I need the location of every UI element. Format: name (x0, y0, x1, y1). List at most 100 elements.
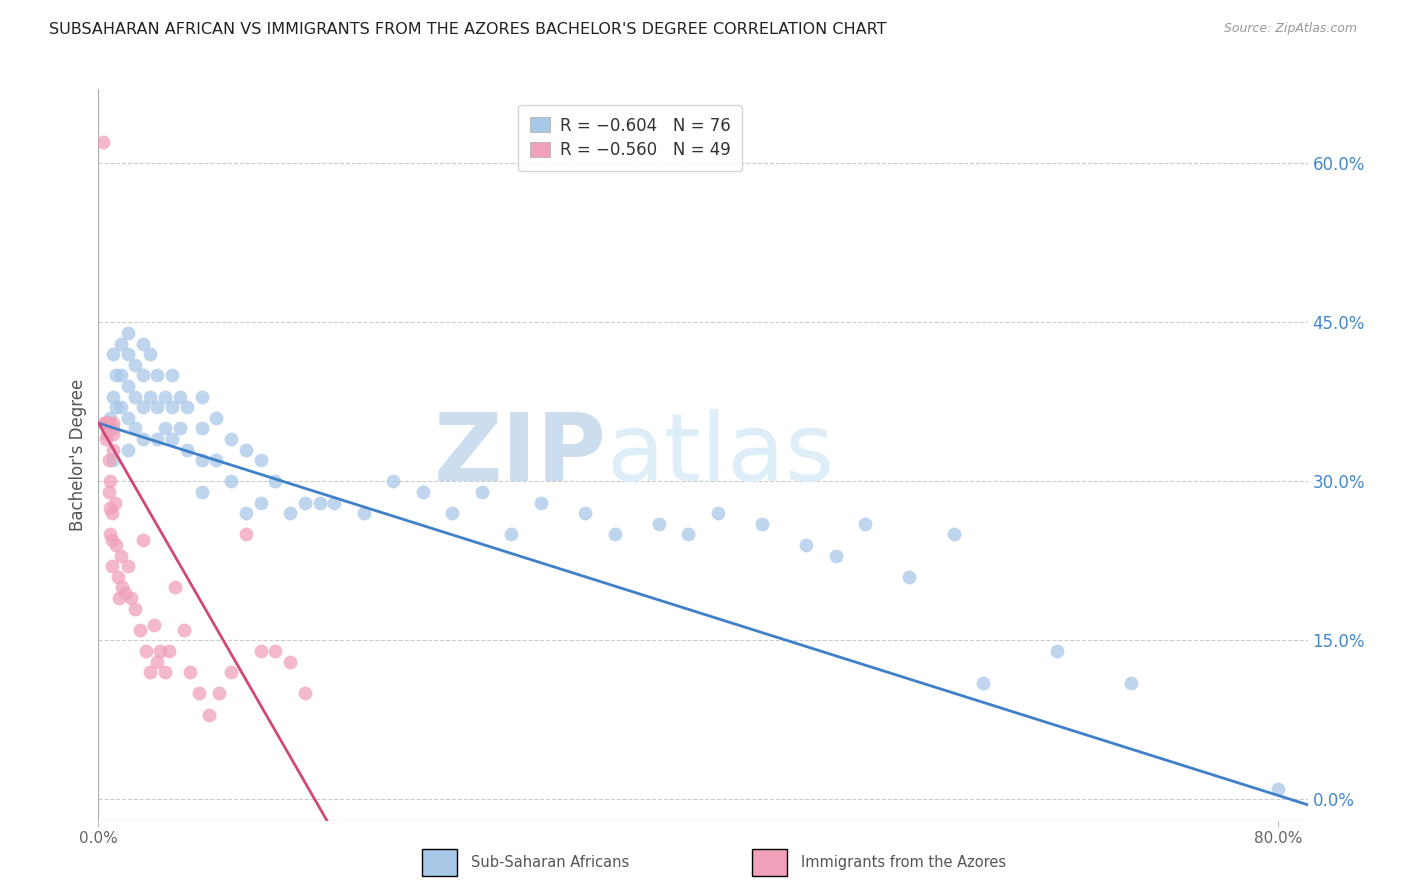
Point (219, 665, 242, 680)
Point (235, 442, 257, 457)
Point (135, 644, 157, 658)
Point (100, 506, 122, 520)
Point (794, 538, 817, 552)
Point (208, 686, 231, 700)
Text: Source: ZipAtlas.com: Source: ZipAtlas.com (1223, 22, 1357, 36)
Point (160, 432, 183, 446)
Point (131, 401, 153, 415)
Point (98, 410, 121, 425)
Point (190, 485, 212, 500)
Point (249, 644, 271, 658)
Point (603, 527, 626, 541)
Point (157, 644, 180, 658)
Point (100, 559, 122, 574)
Point (124, 358, 146, 372)
Point (105, 401, 128, 415)
Point (190, 390, 212, 404)
Point (97, 453, 120, 467)
Point (294, 495, 316, 509)
Legend: R = −0.604   N = 76, R = −0.560   N = 49: R = −0.604 N = 76, R = −0.560 N = 49 (519, 105, 742, 171)
Point (117, 559, 139, 574)
Point (249, 495, 271, 509)
Point (97, 416, 120, 430)
Point (153, 390, 176, 404)
Point (110, 336, 132, 351)
Point (94, 416, 117, 430)
Point (824, 549, 846, 563)
Point (117, 326, 139, 340)
FancyBboxPatch shape (422, 849, 457, 876)
Point (101, 390, 124, 404)
Point (105, 538, 128, 552)
Point (146, 655, 169, 669)
Point (146, 368, 169, 383)
Point (111, 581, 134, 595)
Point (117, 347, 139, 361)
Point (93, 416, 115, 430)
Point (853, 516, 876, 531)
Point (249, 453, 271, 467)
Text: ZIP: ZIP (433, 409, 606, 501)
Text: Immigrants from the Azores: Immigrants from the Azores (801, 855, 1007, 870)
Point (120, 591, 142, 605)
Point (117, 379, 139, 393)
Point (678, 527, 700, 541)
Point (96, 416, 118, 430)
Point (751, 516, 773, 531)
Point (235, 506, 257, 520)
Point (104, 495, 127, 509)
Point (530, 495, 553, 509)
Point (91, 135, 114, 149)
Point (353, 506, 375, 520)
Point (143, 617, 166, 632)
Point (153, 421, 176, 435)
Point (382, 475, 405, 489)
Point (187, 686, 209, 700)
Text: atlas: atlas (606, 409, 835, 501)
Point (176, 401, 198, 415)
Point (1267, 781, 1289, 796)
Point (97, 485, 120, 500)
Point (308, 495, 330, 509)
Point (110, 401, 132, 415)
Point (139, 390, 162, 404)
Point (98, 500, 121, 515)
Point (972, 676, 994, 690)
Point (179, 665, 201, 680)
Point (441, 506, 464, 520)
Point (139, 665, 162, 680)
Point (219, 432, 242, 446)
Point (160, 368, 183, 383)
Point (131, 368, 153, 383)
Point (173, 623, 195, 637)
Point (205, 453, 228, 467)
Point (278, 655, 301, 669)
Point (131, 432, 153, 446)
Point (264, 644, 287, 658)
Point (101, 416, 124, 430)
Point (96, 426, 118, 441)
Point (1119, 676, 1142, 690)
Point (278, 506, 301, 520)
Point (124, 421, 146, 435)
Point (146, 401, 169, 415)
Point (124, 601, 146, 615)
Point (108, 591, 131, 605)
Point (117, 410, 139, 425)
Point (101, 421, 124, 435)
Point (100, 533, 122, 547)
FancyBboxPatch shape (752, 849, 787, 876)
Point (101, 426, 124, 441)
Point (323, 495, 346, 509)
Point (146, 432, 169, 446)
Point (264, 475, 287, 489)
Point (190, 453, 212, 467)
Point (139, 347, 162, 361)
Point (117, 442, 139, 457)
Point (706, 506, 728, 520)
Point (110, 549, 132, 563)
Point (153, 665, 176, 680)
Point (1046, 644, 1069, 658)
Point (176, 442, 198, 457)
Point (898, 570, 921, 584)
